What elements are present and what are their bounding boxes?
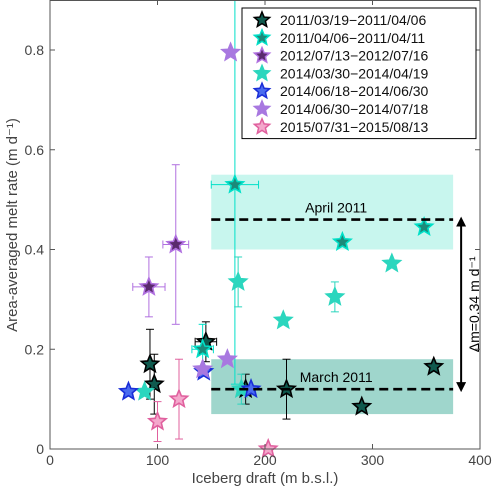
data-point-s6-p1 [168,388,190,409]
legend-marker-1 [252,27,272,46]
y-tick-label: 0.6 [25,142,45,158]
legend-marker-6 [252,116,272,135]
legend-marker-4 [252,81,272,100]
band-label-1: March 2011 [300,369,373,385]
data-point-s6-p0 [146,410,169,431]
legend: 2011/03/19−2011/04/06 2011/04/06−2011/04/… [241,7,477,140]
data-point-s5-p2 [220,41,242,62]
data-point-s0-p6 [423,355,445,376]
data-point-s3-p5 [381,252,403,273]
x-tick-label: 400 [468,452,492,468]
band-label-0: April 2011 [305,200,367,216]
data-point-s0-p0 [139,353,161,374]
data-point-s1-p1 [224,173,246,194]
y-tick-label: 0.4 [25,242,45,258]
data-point-s1-p0 [192,338,214,359]
legend-box [241,7,477,140]
y-axis-label: Area-averaged melt rate (m d⁻¹) [4,118,21,332]
y-tick-label: 0.2 [25,341,45,357]
legend-entry-6: 2015/07/31−2015/08/13 [280,119,429,135]
data-point-s6-p2 [257,437,279,458]
legend-marker-3 [252,63,272,82]
y-tick-label: 0.8 [25,42,45,58]
x-tick-label: 0 [46,452,54,468]
data-point-s5-p0 [192,358,214,379]
data-point-s3-p4 [324,285,346,306]
axes-layer: 0 100 200 300 400 0 0.2 0.4 0.6 0.8 Iceberg draft … [4,0,492,487]
data-point-s1-p3 [413,215,435,237]
data-point-s1-p2 [331,230,353,252]
x-tick-label: 300 [361,452,385,468]
legend-marker-5 [252,99,272,118]
legend-marker-2 [252,45,272,64]
legend-marker-0 [252,10,272,29]
band-lines-layer: April 2011 March 2011 Δm=0.34 m d⁻¹ [211,200,482,393]
x-tick-label: 100 [146,452,170,468]
data-point-s4-p0 [117,380,140,401]
data-point-s4-p2 [240,378,262,399]
legend-entry-4: 2014/06/18−2014/06/30 [280,83,429,99]
band-rect-0 [211,174,454,250]
data-point-s3-p1 [227,270,249,291]
legend-entry-1: 2011/04/06−2011/04/11 [280,30,425,46]
data-point-s0-p5 [351,395,373,416]
bands-layer [211,174,454,415]
x-tick-label: 200 [253,452,277,468]
legend-entry-3: 2014/03/30−2014/04/19 [280,65,429,81]
x-axis-label: Iceberg draft (m b.s.l.) [192,470,339,487]
legend-entry-0: 2011/03/19−2011/04/06 [280,12,426,28]
data-point-s5-p1 [216,348,238,369]
y-tick-label: 0 [36,441,44,457]
data-point-s3-p3 [272,309,294,330]
legend-entry-5: 2014/06/30−2014/07/18 [280,101,429,117]
legend-entry-2: 2012/07/13−2012/07/16 [280,48,429,64]
data-point-s2-p0 [138,275,160,296]
data-point-s2-p1 [165,233,187,254]
difference-annotation: Δm=0.34 m d⁻¹ [466,256,482,352]
